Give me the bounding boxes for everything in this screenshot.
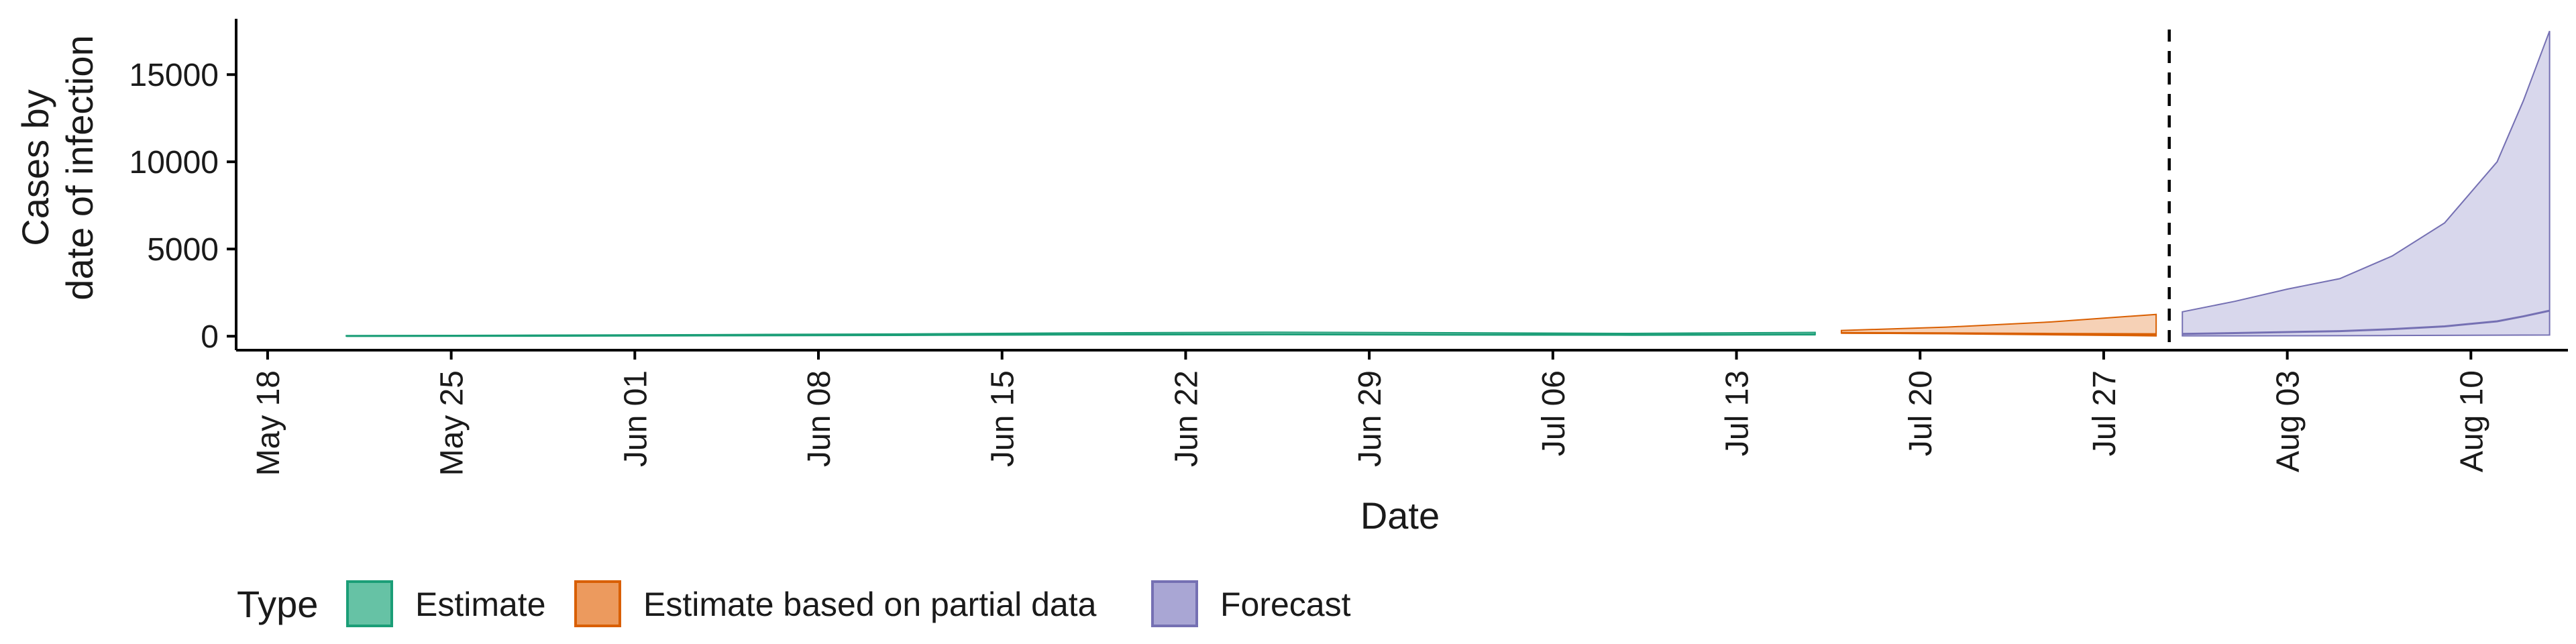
legend-key-0 — [346, 580, 393, 627]
legend: Type Estimate Estimate based on partial d… — [237, 580, 1351, 627]
y-tick-label: 5000 — [147, 232, 219, 268]
y-tick-label: 0 — [201, 319, 219, 355]
series-inner-line-2 — [2182, 309, 2550, 335]
legend-key-1 — [574, 580, 621, 627]
x-tick-label: Aug 10 — [2454, 370, 2489, 472]
x-tick-label: Jun 01 — [618, 370, 653, 467]
y-axis-label-line1: Cases by — [14, 89, 56, 246]
x-tick-label: Jul 13 — [1720, 370, 1756, 456]
x-axis-title: Date — [1360, 494, 1440, 537]
legend-label-1: Estimate based on partial data — [643, 586, 1097, 623]
x-tick-label: Jul 20 — [1903, 370, 1939, 456]
y-axis-ticks: 0 5000 10000 15000 — [129, 58, 236, 355]
x-axis-ticks: May 18 May 25 Jun 01 Jun 08 Jun 15 Jun 22 Jun … — [251, 350, 2489, 476]
x-tick-label: Aug 03 — [2271, 370, 2306, 472]
x-tick-label: Jul 06 — [1536, 370, 1572, 456]
series-inner-line-0 — [346, 333, 1815, 337]
y-tick-label: 15000 — [129, 58, 219, 93]
x-tick-label: Jul 27 — [2087, 370, 2123, 456]
legend-title: Type — [237, 583, 318, 625]
legend-label-0: Estimate — [415, 586, 546, 623]
series-areas — [345, 30, 2551, 337]
x-tick-label: Jun 22 — [1169, 370, 1204, 467]
x-tick-label: May 25 — [435, 370, 470, 476]
x-tick-label: Jun 29 — [1352, 370, 1388, 467]
series-inner-line-1 — [1841, 331, 2157, 335]
legend-key-2 — [1151, 580, 1198, 627]
x-tick-label: Jun 15 — [985, 370, 1021, 467]
legend-label-2: Forecast — [1220, 586, 1351, 623]
x-tick-label: Jun 08 — [802, 370, 837, 467]
y-axis-label-line2: date of infection — [58, 35, 101, 300]
y-tick-label: 10000 — [129, 145, 219, 180]
series-area-2 — [2182, 30, 2551, 337]
x-tick-label: May 18 — [251, 370, 286, 476]
